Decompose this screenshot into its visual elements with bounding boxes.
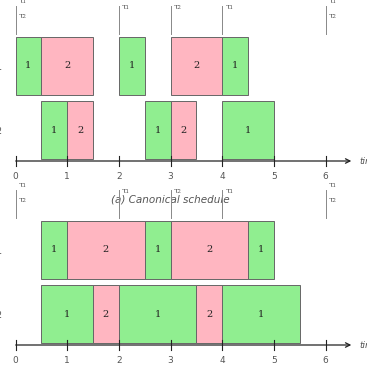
Text: (a) Canonical schedule: (a) Canonical schedule	[111, 195, 230, 205]
Text: 2: 2	[193, 61, 200, 70]
Text: 5: 5	[271, 356, 277, 365]
Bar	[145, 101, 171, 159]
Text: τ₁: τ₁	[122, 3, 130, 11]
Bar	[67, 221, 145, 279]
Text: 0: 0	[12, 356, 18, 365]
Text: 5: 5	[271, 172, 277, 181]
Bar	[41, 285, 93, 343]
Text: 1: 1	[64, 310, 70, 319]
Text: time: time	[359, 340, 367, 350]
Bar	[41, 37, 93, 95]
Text: 1: 1	[51, 126, 57, 135]
Text: τ₁: τ₁	[19, 0, 26, 5]
Text: 1: 1	[64, 172, 70, 181]
Text: 1: 1	[155, 245, 161, 254]
Text: τ₂: τ₂	[329, 12, 337, 20]
Text: 2: 2	[77, 126, 83, 135]
Text: 1: 1	[129, 61, 135, 70]
Text: 2: 2	[206, 245, 212, 254]
Text: 1: 1	[25, 61, 32, 70]
Bar	[15, 37, 41, 95]
Text: $P_2$: $P_2$	[0, 123, 3, 137]
Bar	[171, 101, 196, 159]
Text: 4: 4	[219, 172, 225, 181]
Text: τ₂: τ₂	[174, 187, 182, 195]
Text: 2: 2	[103, 310, 109, 319]
Text: τ₂: τ₂	[19, 12, 26, 20]
Bar	[67, 101, 93, 159]
Bar	[119, 37, 145, 95]
Text: 2: 2	[180, 126, 187, 135]
Text: 2: 2	[116, 172, 122, 181]
Bar	[171, 37, 222, 95]
Bar	[222, 285, 300, 343]
Text: 1: 1	[258, 310, 264, 319]
Text: 1: 1	[232, 61, 238, 70]
Text: 6: 6	[323, 356, 328, 365]
Bar	[171, 221, 248, 279]
Text: τ₁: τ₁	[225, 187, 233, 195]
Text: $P_1$: $P_1$	[0, 59, 3, 73]
Text: time: time	[359, 156, 367, 166]
Bar	[41, 101, 67, 159]
Text: 3: 3	[168, 172, 174, 181]
Text: τ₁: τ₁	[329, 181, 337, 189]
Text: 1: 1	[258, 245, 264, 254]
Bar	[93, 285, 119, 343]
Text: τ₁: τ₁	[329, 0, 337, 5]
Bar	[222, 101, 274, 159]
Bar	[196, 285, 222, 343]
Text: 2: 2	[103, 245, 109, 254]
Text: $P_2$: $P_2$	[0, 307, 3, 321]
Bar	[41, 221, 67, 279]
Text: 2: 2	[116, 356, 122, 365]
Text: τ₁: τ₁	[19, 181, 26, 189]
Text: 2: 2	[206, 310, 212, 319]
Bar	[222, 37, 248, 95]
Text: 0: 0	[12, 172, 18, 181]
Text: 4: 4	[219, 356, 225, 365]
Text: τ₁: τ₁	[225, 3, 233, 11]
Text: 3: 3	[168, 356, 174, 365]
Text: $P_1$: $P_1$	[0, 243, 3, 257]
Text: 1: 1	[155, 126, 161, 135]
Text: 1: 1	[155, 310, 161, 319]
Text: 1: 1	[245, 126, 251, 135]
Bar	[248, 221, 274, 279]
Text: 1: 1	[51, 245, 57, 254]
Text: 1: 1	[64, 356, 70, 365]
Bar	[119, 285, 196, 343]
Text: τ₂: τ₂	[19, 196, 26, 204]
Text: τ₂: τ₂	[174, 3, 182, 11]
Bar	[145, 221, 171, 279]
Text: τ₂: τ₂	[329, 196, 337, 204]
Text: 2: 2	[64, 61, 70, 70]
Text: τ₁: τ₁	[122, 187, 130, 195]
Text: 6: 6	[323, 172, 328, 181]
